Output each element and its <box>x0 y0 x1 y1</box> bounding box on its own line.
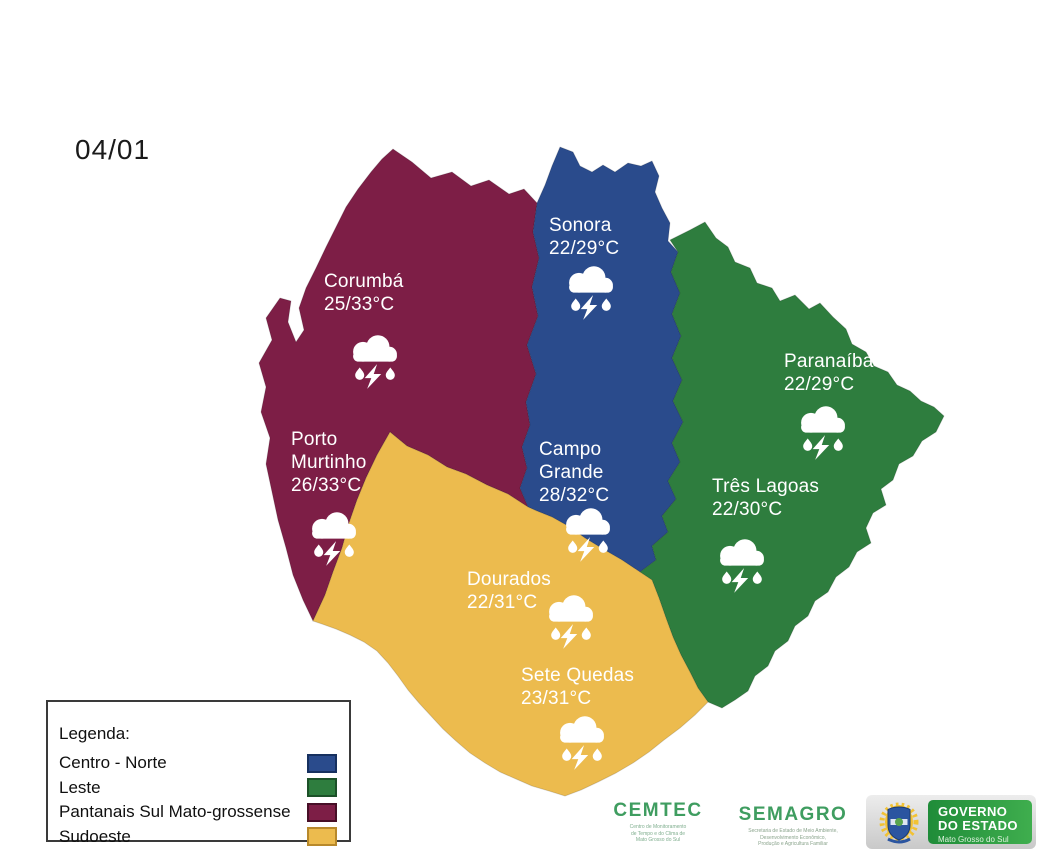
governo-line2: DO ESTADO <box>938 817 1018 833</box>
governo-green-panel: GOVERNO DO ESTADO Mato Grosso do Sul <box>928 800 1032 844</box>
cemtec-subtitle: Centro de Monitoramento de Tempo e do Cl… <box>595 824 721 844</box>
city-name: Três Lagoas <box>712 476 820 497</box>
city-name: Paranaíba <box>784 351 874 372</box>
storm-rain-lightning-icon <box>303 508 365 566</box>
semagro-subtitle-line: Produção e Agricultura Familiar <box>758 841 828 847</box>
legend-item-leste: Leste <box>59 776 337 801</box>
storm-rain-lightning-icon <box>560 262 622 320</box>
city-name: Campo Grande <box>539 439 604 483</box>
cemtec-subtitle-line: Centro de Monitoramento <box>629 824 687 830</box>
storm-rain-lightning-icon <box>540 591 602 649</box>
storm-rain-lightning-icon <box>551 712 613 770</box>
city-label-sonora: Sonora 22/29°C <box>549 214 689 260</box>
governo-do-estado-logo: GOVERNO DO ESTADO Mato Grosso do Sul <box>866 795 1036 849</box>
city-temp: 25/33°C <box>324 294 395 315</box>
city-temp: 22/30°C <box>712 499 783 520</box>
legend-label: Pantanais Sul Mato-grossense <box>59 802 291 822</box>
legend-item-sudoeste: Sudoeste <box>59 825 337 850</box>
city-name: Corumbá <box>324 271 404 292</box>
city-name: Sete Quedas <box>521 665 635 686</box>
storm-rain-lightning-icon <box>711 535 773 593</box>
cemtec-subtitle-line: Mato Grosso do Sul <box>635 837 681 843</box>
legend-swatch-leste <box>307 778 337 798</box>
city-temp: 28/32°C <box>539 485 610 506</box>
legend-swatch-pantanais <box>307 802 337 822</box>
semagro-subtitle-line: Secretaria de Estado de Meio Ambiente, <box>748 828 838 834</box>
storm-rain-lightning-icon <box>344 331 406 389</box>
storm-rain-lightning-icon <box>557 504 619 562</box>
city-label-corumba: Corumbá 25/33°C <box>324 270 464 316</box>
legend-swatch-sudoeste <box>307 827 337 847</box>
semagro-subtitle-line: Desenvolvimento Econômico, <box>760 834 826 841</box>
region-sudoeste <box>312 431 709 797</box>
cemtec-wordmark: CEMTEC <box>613 800 703 821</box>
cemtec-logo: CEMTEC Centro de Monitoramento de Tempo … <box>595 800 721 844</box>
legend-item-pantanais: Pantanais Sul Mato-grossense <box>59 800 337 825</box>
city-temp: 23/31°C <box>521 688 592 709</box>
legend-label: Sudoeste <box>59 826 131 846</box>
city-label-dourados: Dourados 22/31°C <box>467 568 607 614</box>
city-name: Porto Murtinho <box>291 429 367 473</box>
governo-line1: GOVERNO <box>938 804 1008 819</box>
city-label-campo-grande: Campo Grande 28/32°C <box>539 438 629 507</box>
semagro-logo: SEMAGRO Secretaria de Estado de Meio Amb… <box>714 804 872 848</box>
city-temp: 26/33°C <box>291 475 362 496</box>
storm-rain-lightning-icon <box>792 402 854 460</box>
forecast-date: 04/01 <box>75 134 151 165</box>
city-label-porto-murtinho: Porto Murtinho 26/33°C <box>291 428 383 497</box>
city-temp: 22/29°C <box>784 374 855 395</box>
city-label-sete-quedas: Sete Quedas 23/31°C <box>521 664 681 710</box>
governo-line3: Mato Grosso do Sul <box>938 834 1009 844</box>
city-temp: 22/31°C <box>467 592 538 613</box>
region-leste <box>639 221 945 709</box>
legend-label: Centro - Norte <box>59 753 167 773</box>
legend-box: Legenda: Centro - Norte Leste Pantanais … <box>46 700 351 847</box>
legend-item-centro-norte: Centro - Norte <box>59 751 337 776</box>
state-crest-icon <box>879 802 919 844</box>
semagro-wordmark: SEMAGRO <box>738 804 848 825</box>
legend-label: Leste <box>59 777 101 797</box>
city-temp: 22/29°C <box>549 238 620 259</box>
legend-title: Legenda: <box>59 724 130 743</box>
legend-swatch-centro-norte <box>307 753 337 773</box>
city-label-tres-lagoas: Três Lagoas 22/30°C <box>712 475 862 521</box>
city-name: Sonora <box>549 215 612 236</box>
cemtec-subtitle-line: de Tempo e do Clima de <box>630 830 686 837</box>
city-label-paranaiba: Paranaíba 22/29°C <box>784 350 934 396</box>
city-name: Dourados <box>467 569 551 590</box>
semagro-subtitle: Secretaria de Estado de Meio Ambiente, D… <box>714 828 872 848</box>
